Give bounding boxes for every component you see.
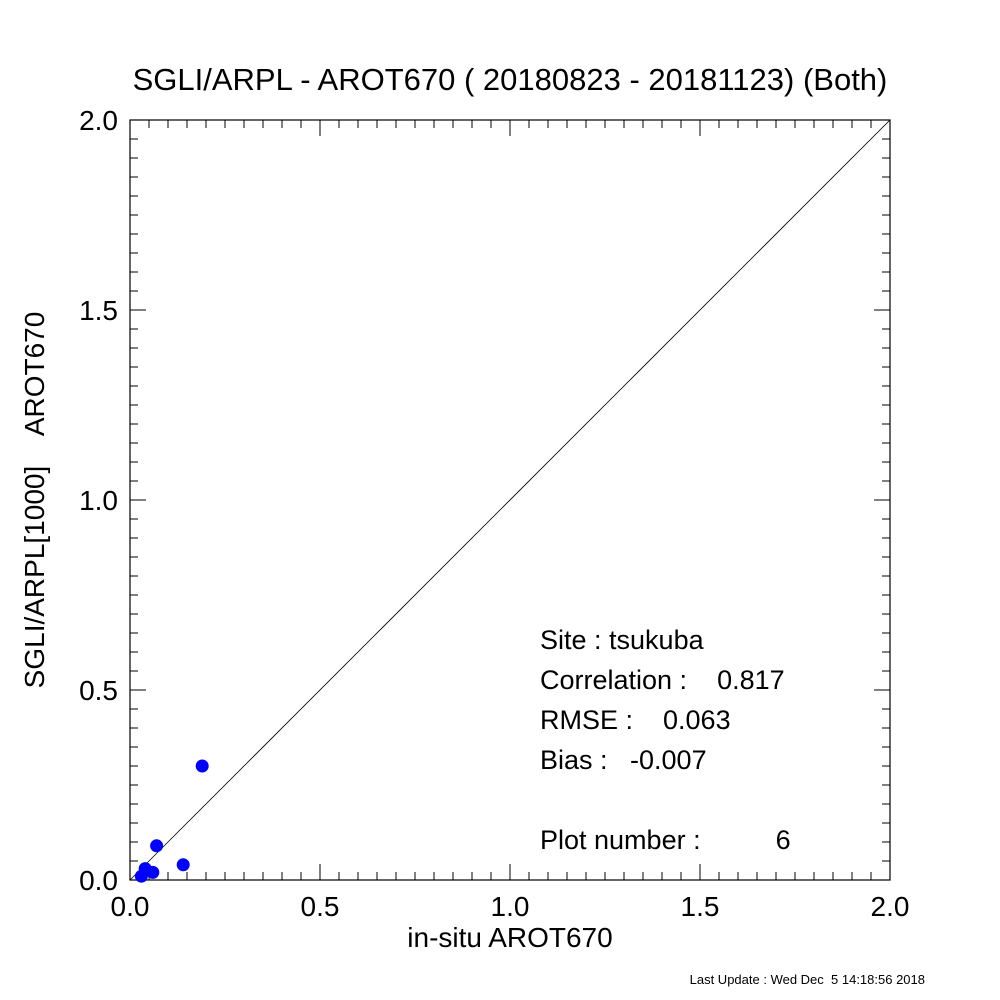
y-tick-label: 2.0 (79, 105, 118, 136)
data-point (150, 839, 164, 853)
chart-title: SGLI/ARPL - AROT670 ( 20180823 - 2018112… (133, 62, 888, 97)
y-axis-label: SGLI/ARPL[1000] AROT670 (19, 312, 50, 689)
stats-rmse: RMSE : 0.063 (540, 705, 731, 735)
y-tick-label: 0.5 (79, 675, 118, 706)
x-tick-labels: 0.0 0.5 1.0 1.5 2.0 (111, 891, 910, 922)
stats-site: Site : tsukuba (540, 625, 705, 655)
x-tick-label: 1.0 (491, 891, 530, 922)
data-point (146, 865, 160, 879)
x-axis-label: in-situ AROT670 (407, 922, 612, 953)
stats-bias: Bias : -0.007 (540, 745, 707, 775)
x-tick-label: 1.5 (681, 891, 720, 922)
stats-plot-number: Plot number : 6 (540, 825, 791, 855)
y-tick-label: 0.0 (79, 865, 118, 896)
data-point (195, 759, 209, 773)
stats-box: Site : tsukuba Correlation : 0.817 RMSE … (540, 625, 791, 855)
y-tick-label: 1.5 (79, 295, 118, 326)
data-point (176, 858, 190, 872)
x-tick-label: 0.5 (301, 891, 340, 922)
x-tick-label: 2.0 (871, 891, 910, 922)
axis-ticks (129, 119, 891, 881)
y-tick-label: 1.0 (79, 485, 118, 516)
one-to-one-line (129, 119, 891, 881)
stats-correlation: Correlation : 0.817 (540, 665, 785, 695)
x-tick-label: 0.0 (111, 891, 150, 922)
y-tick-labels: 0.0 0.5 1.0 1.5 2.0 (79, 105, 118, 896)
last-update-footer: Last Update : Wed Dec 5 14:18:56 2018 (690, 972, 925, 987)
data-points (134, 759, 209, 883)
